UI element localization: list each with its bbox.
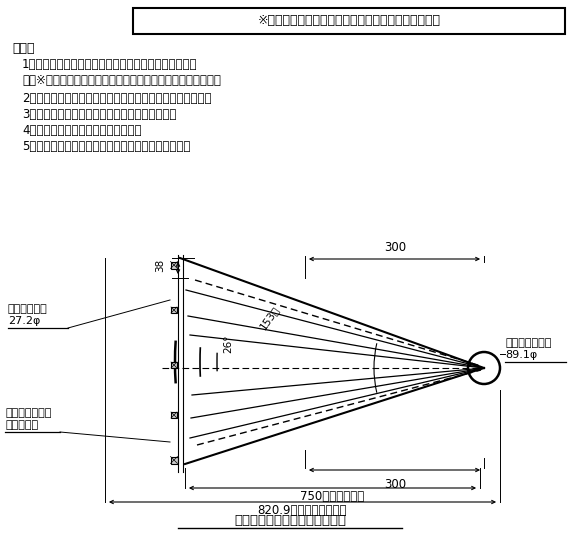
Text: アルミ切削: アルミ切削 xyxy=(5,420,38,430)
Bar xyxy=(171,261,177,268)
Text: 5）　全体重量：２６０（ｋｇ）　　（集成材含む）: 5） 全体重量：２６０（ｋｇ） （集成材含む） xyxy=(22,140,190,153)
Text: センターポール: センターポール xyxy=(505,338,552,348)
Bar xyxy=(171,362,177,368)
Text: ※調整方法：最上段、最下段にて余り寸法を均等振り分け: ※調整方法：最上段、最下段にて余り寸法を均等振り分け xyxy=(22,74,221,87)
Text: 153．: 153． xyxy=(258,304,281,331)
Text: 820.9（手摺外側まで）: 820.9（手摺外側まで） xyxy=(258,504,347,517)
Text: 300: 300 xyxy=(384,241,406,254)
Text: 300: 300 xyxy=(384,478,406,491)
Text: 段板部詳細図（Ｓ＝１／１０）: 段板部詳細図（Ｓ＝１／１０） xyxy=(234,514,346,527)
Text: スチール支柱: スチール支柱 xyxy=(8,304,48,314)
Bar xyxy=(133,8,565,34)
Text: 1）　【　　】内蹴上げ寸法　：２１５もしくは２０８: 1） 【 】内蹴上げ寸法 ：２１５もしくは２０８ xyxy=(22,58,198,71)
Text: 26°: 26° xyxy=(223,335,233,353)
Text: ※図中ｘ寸法は２１２．５～２８６の間で変動します: ※図中ｘ寸法は２１２．５～２８６の間で変動します xyxy=(258,15,440,27)
Text: 38: 38 xyxy=(155,258,165,272)
Text: 750（段板有効）: 750（段板有効） xyxy=(300,490,364,503)
Bar xyxy=(171,412,177,418)
Text: 特記）: 特記） xyxy=(12,42,34,55)
Text: 89.1φ: 89.1φ xyxy=(505,350,537,360)
Text: 3）　割付角度：２６度　　段板有効巾：７５０: 3） 割付角度：２６度 段板有効巾：７５０ xyxy=(22,108,176,121)
Text: 4）　センターポール足元：床上固定: 4） センターポール足元：床上固定 xyxy=(22,124,142,137)
Text: 27.2φ: 27.2φ xyxy=(8,316,41,326)
Text: 2）　廻り方向：右廻り／左廻り（本図は左廻りを示す。）: 2） 廻り方向：右廻り／左廻り（本図は左廻りを示す。） xyxy=(22,92,212,105)
Bar xyxy=(171,457,177,464)
Bar xyxy=(171,307,177,313)
Text: ドットポイント: ドットポイント xyxy=(5,408,52,418)
